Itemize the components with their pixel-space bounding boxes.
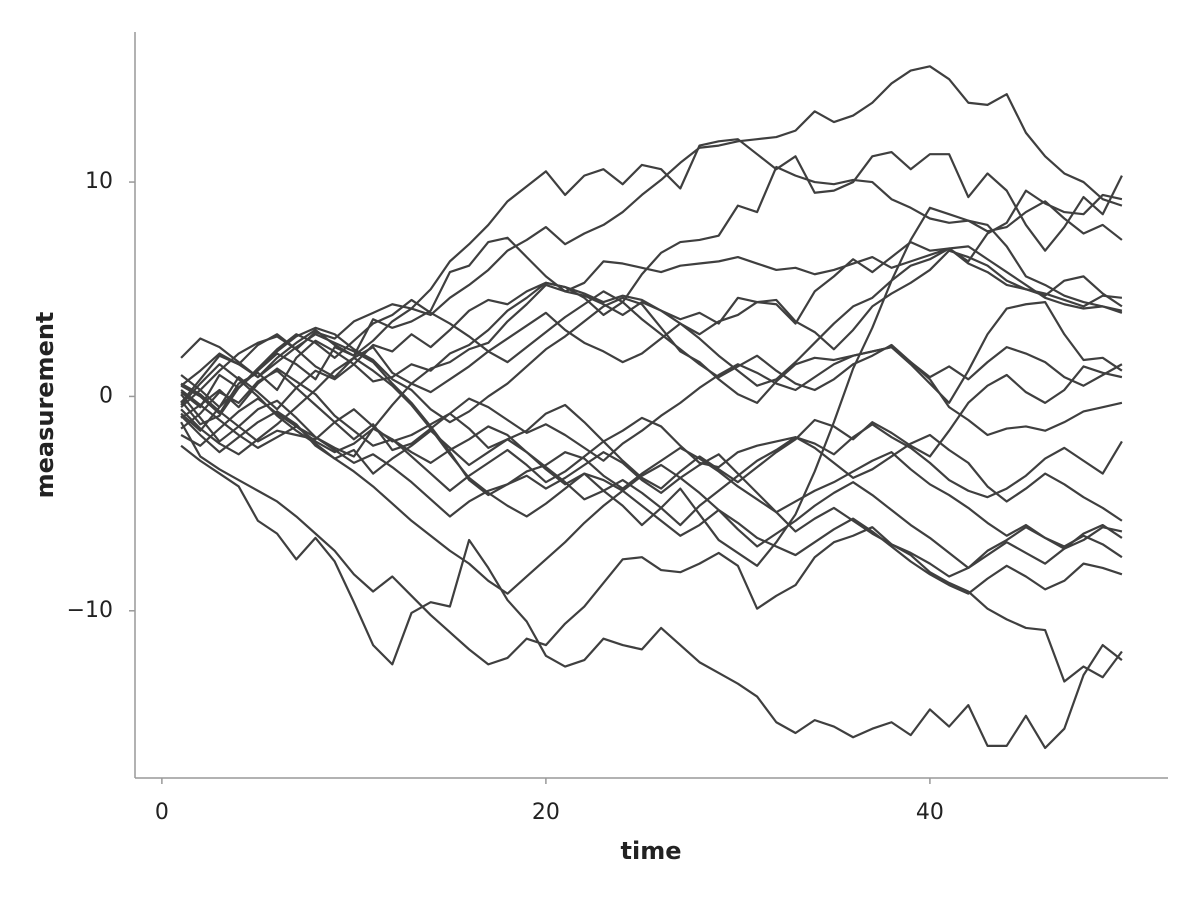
y-axis-title: measurement <box>31 312 59 499</box>
series-line <box>180 236 1123 379</box>
series-line <box>180 346 1123 462</box>
series-line <box>180 356 1123 595</box>
x-axis-title: time <box>621 837 682 865</box>
series-line <box>180 206 1123 567</box>
series-line <box>180 245 1123 458</box>
series-line <box>180 333 1123 578</box>
y-tick-label: −10 <box>67 598 113 623</box>
series-line <box>180 365 1123 490</box>
series-line <box>180 290 1123 409</box>
series-line <box>180 421 1123 683</box>
series-line <box>180 389 1123 522</box>
x-tick-label: 20 <box>532 800 560 825</box>
series-line <box>180 249 1123 408</box>
y-tick-label: 0 <box>99 383 113 408</box>
series-line <box>180 444 1123 750</box>
series-line <box>180 165 1123 432</box>
series-line <box>180 363 1123 595</box>
series-line <box>180 397 1123 550</box>
series-line <box>180 65 1123 409</box>
y-tick-label: 10 <box>85 169 113 194</box>
x-tick-label: 0 <box>155 800 169 825</box>
series-line <box>180 410 1123 527</box>
series-line <box>180 296 1123 426</box>
x-tick-label: 40 <box>916 800 944 825</box>
